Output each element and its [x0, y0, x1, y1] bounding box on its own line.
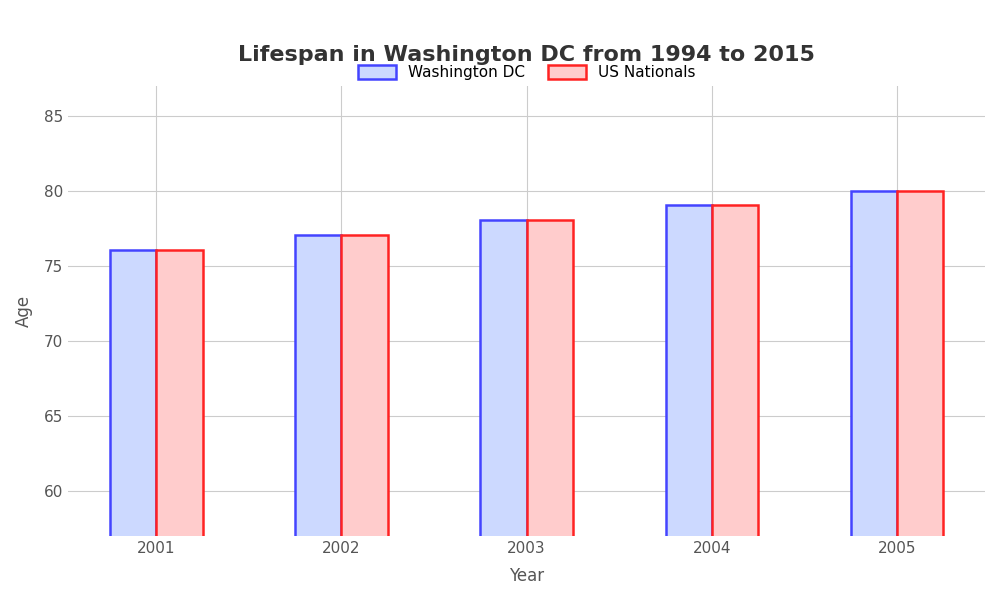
Bar: [712, 205, 758, 600]
Bar: [666, 205, 712, 600]
Bar: [897, 191, 943, 600]
Bar: [341, 235, 388, 600]
Bar: [480, 220, 527, 600]
X-axis label: Year: Year: [509, 567, 544, 585]
Legend: Washington DC, US Nationals: Washington DC, US Nationals: [350, 58, 703, 88]
Bar: [156, 250, 203, 600]
Bar: [851, 191, 897, 600]
Title: Lifespan in Washington DC from 1994 to 2015: Lifespan in Washington DC from 1994 to 2…: [238, 45, 815, 65]
Bar: [295, 235, 341, 600]
Y-axis label: Age: Age: [15, 295, 33, 327]
Bar: [110, 250, 156, 600]
Bar: [527, 220, 573, 600]
